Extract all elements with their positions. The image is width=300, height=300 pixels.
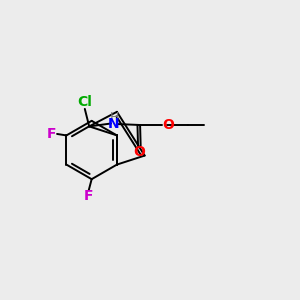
Text: Cl: Cl [77,95,92,110]
Text: O: O [162,118,174,132]
Text: O: O [134,146,145,159]
Text: H: H [109,111,119,124]
Text: N: N [108,117,120,131]
Text: F: F [84,188,94,203]
Text: F: F [47,127,57,141]
